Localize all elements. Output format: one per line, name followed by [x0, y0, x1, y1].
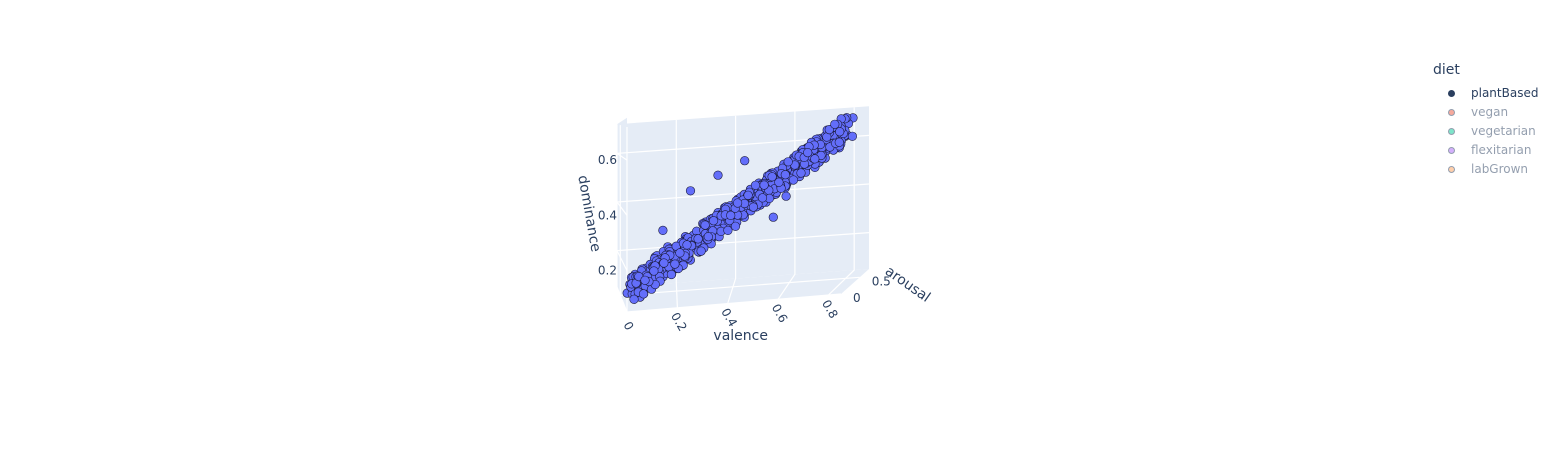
data-point	[666, 269, 677, 280]
tick-labels: 0 0.2 0.4 0.6 0.8 0.2 0.4 0.6 0 0.5	[598, 153, 891, 333]
y-tick-label: 0	[853, 291, 861, 305]
z-tick-label: 0.4	[598, 208, 617, 222]
data-point	[730, 221, 741, 231]
x-gridline	[727, 115, 737, 304]
data-point	[830, 119, 840, 129]
data-point	[774, 177, 784, 187]
data-point	[670, 259, 680, 269]
data-point	[649, 266, 659, 276]
data-point	[759, 180, 769, 190]
z-gridline	[616, 232, 870, 271]
legend-marker-plantBased	[1424, 84, 1464, 103]
data-point	[696, 246, 706, 256]
data-point	[659, 258, 669, 268]
left-wall	[617, 117, 627, 312]
data-point	[796, 168, 806, 178]
data-point	[767, 172, 777, 182]
data-point	[723, 225, 733, 235]
data-point	[638, 289, 649, 299]
data-point	[703, 232, 713, 242]
x-gridline	[675, 120, 678, 308]
data-point	[708, 216, 719, 226]
data-point	[658, 225, 668, 235]
data-point	[700, 220, 710, 230]
data-point	[834, 137, 844, 147]
data-point	[713, 170, 723, 180]
legend-item-labGrown[interactable]: labGrown	[1424, 160, 1554, 179]
data-point	[835, 127, 845, 137]
data-point	[693, 234, 703, 244]
legend-title: diet	[1433, 62, 1460, 78]
z-tick-label: 0.6	[598, 153, 617, 167]
legend-label: flexitarian	[1471, 143, 1532, 157]
legend-marker-vegan	[1424, 103, 1464, 122]
z-gridline	[615, 134, 870, 161]
legend-item-vegan[interactable]: vegan	[1424, 103, 1554, 122]
data-point	[780, 170, 790, 180]
legend-label: plantBased	[1471, 86, 1539, 100]
x-gridline	[827, 107, 855, 296]
x-tick-label: 0.4	[718, 306, 740, 330]
data-point	[803, 148, 813, 158]
data-point	[675, 248, 685, 258]
legend-marker-vegetarian	[1424, 122, 1464, 141]
legend-label: vegan	[1471, 105, 1509, 119]
data-point	[783, 157, 793, 167]
x-gridline	[616, 124, 628, 313]
data-point	[640, 275, 650, 285]
y-gridline	[626, 127, 842, 313]
legend-label: labGrown	[1471, 162, 1529, 176]
data-point	[757, 193, 768, 203]
data-point	[629, 294, 639, 304]
data-point	[732, 198, 743, 208]
data-point	[740, 156, 750, 166]
floor	[617, 269, 869, 312]
data-point	[810, 154, 820, 164]
legend-item-vegetarian[interactable]: vegetarian	[1424, 122, 1554, 141]
legend-item-plantBased[interactable]: plantBased	[1424, 84, 1554, 103]
x-tick-label: 0.2	[668, 310, 690, 334]
x-tick-label: 0	[620, 319, 636, 333]
grid-lines	[615, 107, 870, 313]
series-plantBased	[622, 113, 858, 304]
z-tick-label: 0.2	[598, 264, 617, 278]
data-point	[750, 180, 761, 190]
data-point	[748, 202, 759, 212]
x-tick-label: 0.8	[819, 297, 841, 321]
data-point	[781, 191, 791, 201]
data-point	[726, 210, 736, 220]
x-axis-title: valence	[713, 328, 768, 344]
x-tick-label: 0.6	[769, 302, 791, 326]
data-point	[743, 190, 753, 200]
data-point	[847, 131, 858, 141]
data-point	[682, 240, 692, 250]
legend-item-flexitarian[interactable]: flexitarian	[1424, 141, 1554, 160]
legend: diet plantBased vegan vegetarian flexita…	[1424, 62, 1554, 179]
data-point	[685, 186, 696, 196]
legend-marker-labGrown	[1424, 160, 1464, 179]
legend-label: vegetarian	[1471, 124, 1536, 138]
y-tick-label: 0.5	[872, 274, 891, 288]
data-point	[788, 175, 799, 185]
legend-marker-flexitarian	[1424, 141, 1464, 160]
y-gridline	[619, 125, 860, 296]
data-point	[768, 212, 778, 222]
